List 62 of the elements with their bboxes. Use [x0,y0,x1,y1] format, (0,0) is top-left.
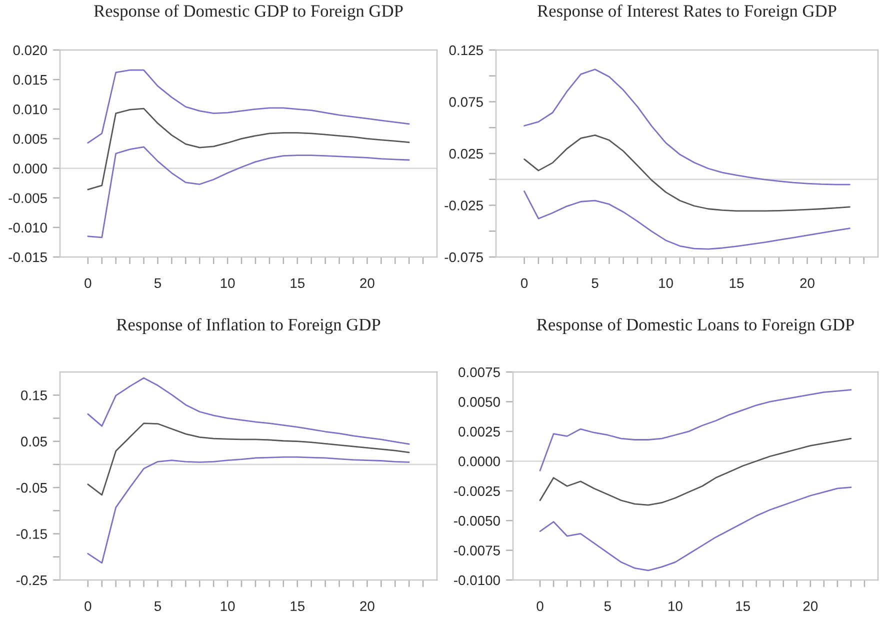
x-tick-label: 5 [604,601,611,612]
chart-title: Response of Inflation to Foreign GDP [116,318,380,334]
x-tick-label: 10 [220,278,235,288]
y-tick-label: 0.0000 [458,456,500,466]
y-tick-label: -0.15 [16,529,47,539]
x-tick-label: 0 [84,601,92,612]
y-tick-label: 0.025 [449,148,483,159]
y-tick-label: 0.0075 [458,367,500,378]
y-tick-label: -0.25 [16,575,47,586]
y-tick-label: 0.000 [13,164,47,174]
x-tick-label: 20 [800,278,814,288]
y-tick-label: 0.125 [449,45,483,56]
x-tick-label: 20 [360,278,374,288]
x-tick-label: 20 [360,601,374,612]
x-tick-label: 5 [154,601,162,612]
chart-title: Response of Domestic GDP to Foreign GDP [94,4,403,20]
x-tick-label: 5 [592,278,598,288]
x-tick-label: 0 [84,278,92,288]
y-tick-label: 0.15 [21,390,47,400]
y-tick-label: 0.010 [13,104,47,114]
y-tick-label: -0.015 [8,252,47,262]
y-tick-label: 0.075 [449,97,483,107]
y-tick-label: -0.0050 [454,516,500,526]
line-series [87,108,410,190]
x-tick-label: 0 [520,278,528,288]
x-tick-label: 20 [803,601,818,612]
y-tick-label: -0.0075 [454,546,500,556]
chart-title: Response of Domestic Loans to Foreign GDP [536,318,854,334]
line-series [539,389,852,472]
x-tick-label: 5 [154,278,162,288]
chart-title: Response of Interest Rates to Foreign GDP [538,4,836,20]
line-series [87,422,410,496]
x-tick-label: 10 [220,601,235,612]
line-series [87,456,410,564]
line-series [524,190,850,250]
y-tick-label: -0.0100 [454,575,500,586]
y-tick-label: -0.075 [444,252,483,262]
y-tick-label: -0.05 [16,482,47,493]
y-tick-label: 0.0025 [458,426,500,437]
line-series [524,134,850,212]
line-series [524,68,850,186]
x-tick-label: 10 [659,278,673,288]
y-tick-label: -0.010 [8,222,47,233]
x-tick-label: 15 [290,278,305,288]
line-series [87,146,410,238]
y-tick-label: 0.05 [21,436,47,447]
x-tick-label: 10 [668,601,682,612]
line-series [87,377,410,445]
y-tick-label: -0.0025 [454,486,500,496]
y-tick-label: 0.0050 [458,397,500,407]
x-tick-label: 15 [730,278,744,288]
y-tick-label: 0.020 [13,45,47,56]
line-series [539,486,852,572]
y-tick-label: -0.025 [444,200,483,210]
y-tick-label: 0.005 [13,134,47,144]
x-tick-label: 15 [736,601,750,612]
y-tick-label: 0.015 [13,74,47,85]
x-tick-label: 15 [290,601,305,612]
line-series [87,69,410,144]
y-tick-label: -0.005 [8,193,47,204]
x-tick-label: 0 [536,601,544,612]
line-series [539,438,852,506]
